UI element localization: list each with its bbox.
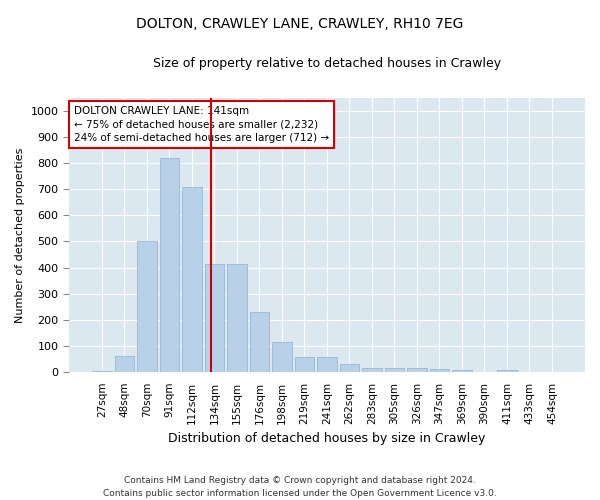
Bar: [497, 370, 517, 372]
Title: Size of property relative to detached houses in Crawley: Size of property relative to detached ho…: [153, 58, 501, 70]
Bar: [362, 368, 382, 372]
Bar: [137, 242, 157, 372]
Bar: [407, 368, 427, 372]
Bar: [272, 342, 292, 372]
Bar: [160, 158, 179, 372]
Text: DOLTON CRAWLEY LANE: 141sqm
← 75% of detached houses are smaller (2,232)
24% of : DOLTON CRAWLEY LANE: 141sqm ← 75% of det…: [74, 106, 329, 142]
Bar: [430, 369, 449, 372]
Bar: [340, 364, 359, 372]
Bar: [295, 357, 314, 372]
Bar: [182, 186, 202, 372]
Text: Contains HM Land Registry data © Crown copyright and database right 2024.
Contai: Contains HM Land Registry data © Crown c…: [103, 476, 497, 498]
X-axis label: Distribution of detached houses by size in Crawley: Distribution of detached houses by size …: [168, 432, 485, 445]
Y-axis label: Number of detached properties: Number of detached properties: [15, 147, 25, 322]
Bar: [250, 312, 269, 372]
Bar: [115, 356, 134, 372]
Text: DOLTON, CRAWLEY LANE, CRAWLEY, RH10 7EG: DOLTON, CRAWLEY LANE, CRAWLEY, RH10 7EG: [136, 18, 464, 32]
Bar: [227, 264, 247, 372]
Bar: [385, 368, 404, 372]
Bar: [205, 264, 224, 372]
Bar: [452, 370, 472, 372]
Bar: [92, 370, 112, 372]
Bar: [317, 357, 337, 372]
